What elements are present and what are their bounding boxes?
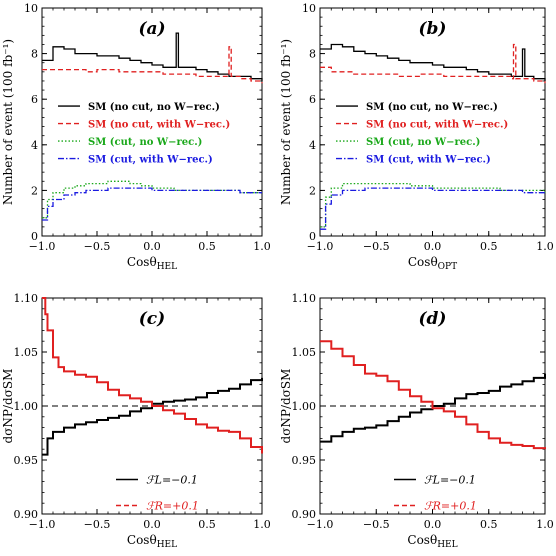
x-tick-label: −1.0	[307, 240, 334, 253]
series-line-3	[320, 182, 546, 228]
legend: SM (no cut, no W−rec.) SM (no cut, with W…	[58, 102, 230, 166]
series-line-3	[42, 180, 262, 219]
series-line-4	[42, 187, 262, 221]
legend: ℱL=−0.1 ℱR=+0.1	[116, 473, 199, 512]
x-axis-label: CosθHEL	[127, 533, 177, 550]
x-axis-label: CosθHEL	[127, 255, 177, 272]
chart-panel-3: −1.0 −0.5 0.0 0.5 1.0 0.90 0.95 1.00 1.05 1.10 (c)…	[1, 292, 271, 550]
x-tick-label: 0.5	[198, 518, 216, 531]
legend-label: SM (cut, no W−rec.)	[88, 137, 202, 148]
panel-label: (a)	[138, 19, 165, 39]
series-line-1	[320, 43, 546, 81]
panel-label: (c)	[139, 309, 165, 329]
chart-panel-1: −1.0 −0.5 0.0 0.5 1.0 0 2 4 6 8 10 (a) CosθHEL Number…	[1, 2, 271, 272]
series-line-2	[320, 43, 546, 84]
x-tick-label: −1.0	[307, 518, 334, 531]
y-tick-label: 6	[309, 93, 316, 106]
x-tick-label: 1.0	[536, 518, 554, 531]
y-tick-label: 8	[31, 48, 38, 61]
x-tick-label: 1.0	[253, 518, 271, 531]
legend-label: ℱR=+0.1	[146, 499, 199, 512]
x-tick-label: −1.0	[29, 518, 56, 531]
chart-panel-4: −1.0 −0.5 0.0 0.5 1.0 0.90 0.95 1.00 1.05 1.10 (d)…	[279, 292, 554, 550]
y-tick-label: 4	[309, 139, 316, 152]
y-axis-label: dσNP/dσSM	[1, 369, 15, 444]
x-axis-label-main: Cosθ	[408, 255, 438, 269]
y-tick-label: 0	[309, 230, 316, 243]
y-tick-label: 1.00	[14, 400, 39, 413]
x-tick-label: 1.0	[253, 240, 271, 253]
x-axis-label-sub: HEL	[157, 540, 177, 550]
x-axis-label-sub: OPT	[438, 262, 457, 272]
series-line-2	[42, 297, 263, 454]
panel-label: (b)	[419, 19, 447, 39]
y-tick-label: 1.00	[292, 400, 317, 413]
y-tick-label: 1.05	[292, 346, 317, 359]
x-tick-label: 0.5	[480, 518, 498, 531]
y-tick-label: 4	[31, 139, 38, 152]
x-tick-label: −1.0	[29, 240, 56, 253]
y-tick-label: 0.90	[292, 508, 317, 521]
y-tick-label: 10	[302, 2, 316, 15]
y-tick-label: 1.05	[14, 346, 39, 359]
x-tick-label: −0.5	[363, 240, 390, 253]
y-tick-label: 6	[31, 93, 38, 106]
y-tick-label: 1.10	[14, 292, 39, 305]
x-axis-label: CosθOPT	[408, 255, 457, 272]
legend-label: SM (no cut, no W−rec.)	[366, 102, 498, 113]
y-axis-label: dσNP/dσSM	[279, 369, 293, 444]
x-tick-label: 0.5	[198, 240, 216, 253]
legend-label: SM (cut, no W−rec.)	[366, 137, 480, 148]
legend: SM (no cut, no W−rec.) SM (no cut, with W…	[336, 102, 508, 166]
y-axis-label: Number of event (100 fb⁻¹)	[1, 39, 15, 205]
x-tick-label: 0.0	[143, 240, 161, 253]
chart-panel-2: −1.0 −0.5 0.0 0.5 1.0 0 2 4 6 8 10 (b) CosθOPT Number…	[279, 2, 554, 272]
x-tick-label: −0.5	[84, 240, 111, 253]
x-tick-label: 0.0	[424, 518, 442, 531]
panel-label: (d)	[419, 309, 447, 329]
y-tick-label: 0	[31, 230, 38, 243]
series-line-1	[42, 32, 263, 81]
x-axis-label-sub: HEL	[437, 540, 457, 550]
x-axis-label-main: Cosθ	[127, 533, 157, 547]
legend-label: SM (no cut, with W−rec.)	[366, 120, 508, 131]
series-line-4	[320, 187, 545, 230]
y-tick-label: 2	[31, 184, 38, 197]
legend-label: ℱL=−0.1	[424, 473, 476, 486]
y-tick-label: 1.10	[292, 292, 317, 305]
y-tick-label: 0.95	[14, 454, 39, 467]
x-tick-label: 0.0	[143, 518, 161, 531]
y-tick-label: 0.90	[14, 508, 39, 521]
legend-label: SM (no cut, with W−rec.)	[88, 120, 230, 131]
y-tick-label: 0.95	[292, 454, 317, 467]
legend-label: SM (cut, with W−rec.)	[88, 155, 213, 166]
legend: ℱL=−0.1 ℱR=+0.1	[394, 473, 477, 512]
series-line-2	[42, 46, 263, 84]
x-tick-label: 1.0	[536, 240, 554, 253]
x-tick-label: −0.5	[84, 518, 111, 531]
y-axis-label: Number of event (100 fb⁻¹)	[279, 39, 293, 205]
x-axis-label-main: Cosθ	[127, 255, 157, 269]
x-axis-label: CosθHEL	[407, 533, 457, 550]
x-axis-label-main: Cosθ	[407, 533, 437, 547]
x-tick-label: 0.0	[424, 240, 442, 253]
legend-label: SM (no cut, no W−rec.)	[88, 102, 220, 113]
x-tick-label: 0.5	[480, 240, 498, 253]
y-tick-label: 10	[24, 2, 38, 15]
series-line-2	[320, 340, 546, 450]
legend-label: ℱL=−0.1	[146, 473, 198, 486]
legend-label: ℱR=+0.1	[424, 499, 477, 512]
series-line-1	[42, 377, 263, 456]
x-tick-label: −0.5	[363, 518, 390, 531]
legend-label: SM (cut, with W−rec.)	[366, 155, 491, 166]
y-tick-label: 8	[309, 48, 316, 61]
y-tick-label: 2	[309, 184, 316, 197]
x-axis-label-sub: HEL	[157, 262, 177, 272]
